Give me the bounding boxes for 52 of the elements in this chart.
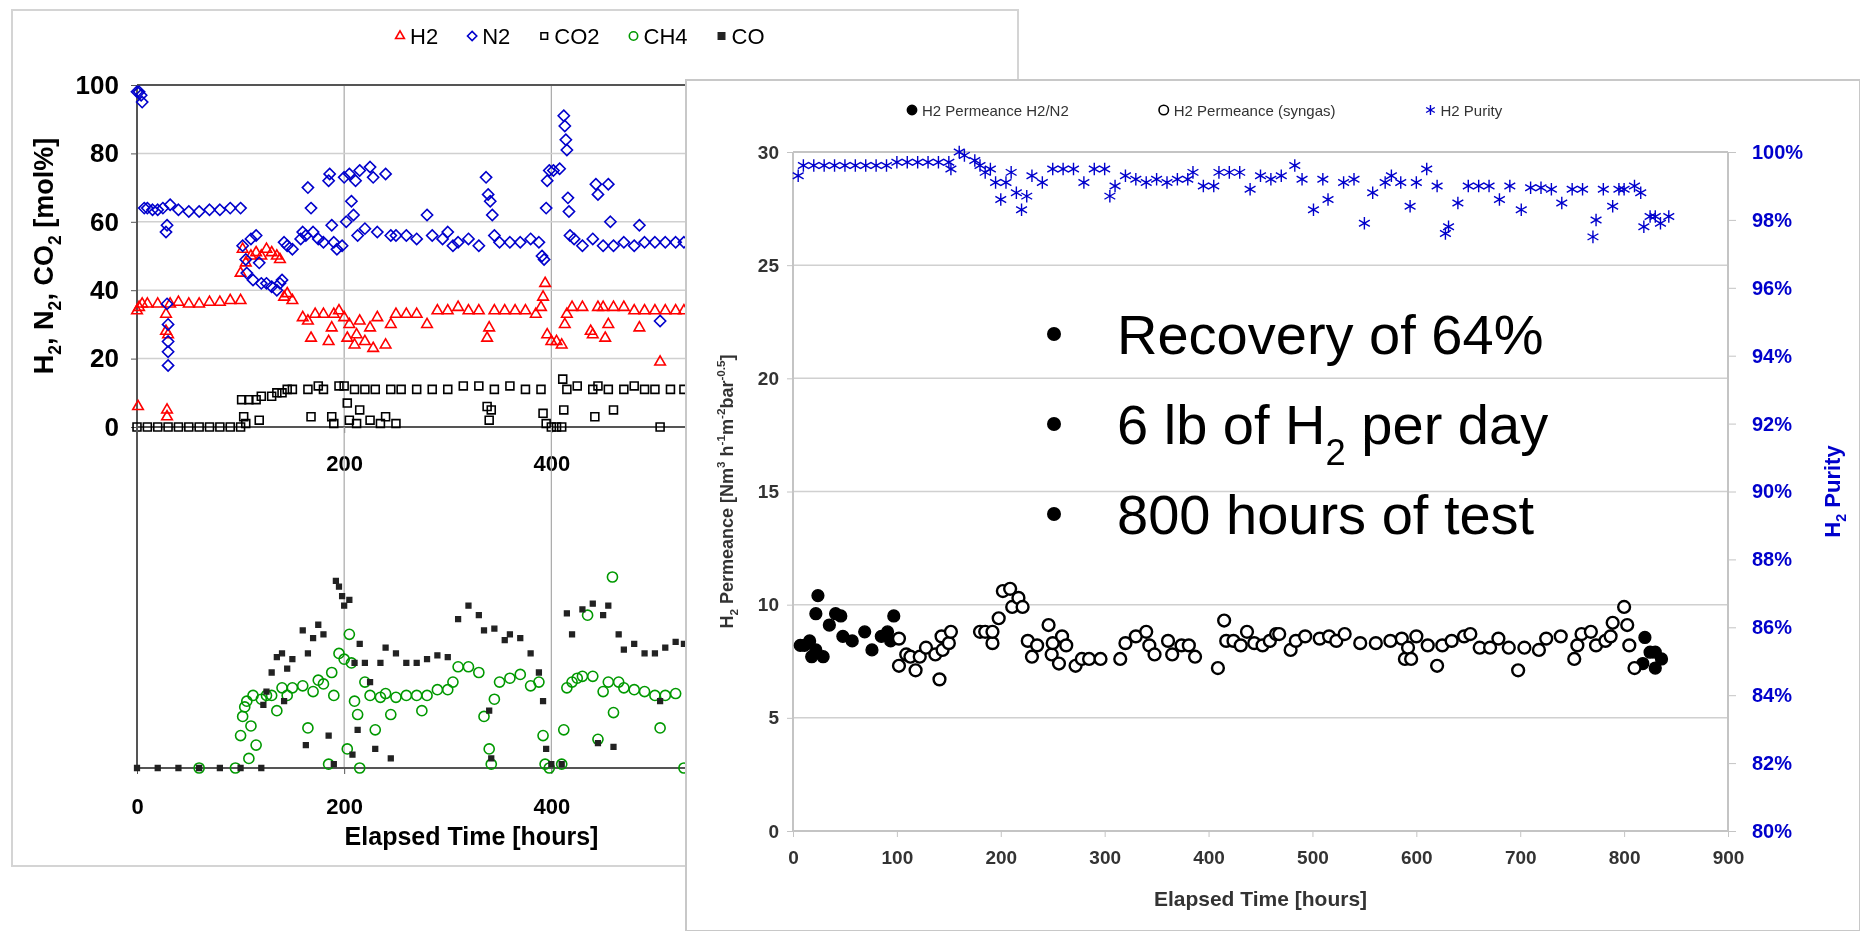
y2-tick-label: 94% [1752,344,1793,367]
y-tick-label: 100 [75,69,119,100]
x-tick-label: 300 [1089,847,1122,869]
y-tick-label: 30 [757,141,779,163]
x-tick-label: 700 [1504,847,1537,869]
x-tick-label: 100 [881,847,914,869]
x-tick-label: 0 [788,847,799,869]
y-tick-label: 5 [768,707,780,729]
x-axis-title: Elapsed Time [hours] [1153,887,1368,910]
y-tick-label: 20 [90,343,119,374]
x-tick-label: 400 [533,450,571,476]
y-tick-label: 0 [104,411,119,442]
y-tick-label: 15 [757,481,780,503]
x-tick-label: 400 [533,793,571,819]
y2-tick-label: 84% [1752,684,1793,707]
x-tick-label: 200 [326,793,364,819]
x-axis-title: Elapsed Time [hours] [344,822,599,850]
x-tick-label: 800 [1608,847,1641,869]
annotation: Recovery of 64% [1117,303,1544,366]
annotation: 800 hours of test [1117,483,1535,546]
y-tick-label: 20 [757,367,779,389]
y2-tick-label: 92% [1752,412,1793,435]
annotation: 6 lb of H$_{2}$ per day [1117,393,1549,473]
x-tick-label: 500 [1297,847,1329,869]
x-tick-label: 200 [326,450,364,476]
y-tick-label: 25 [757,254,780,276]
y2-tick-label: 98% [1752,208,1793,231]
legend-label: H2 Permeance H2/N2 [922,101,1069,119]
y2-tick-label: 86% [1752,616,1793,639]
y-tick-label: 80 [90,138,119,169]
y2-tick-label: 88% [1752,548,1793,571]
y-tick-label: 10 [757,594,779,616]
y2-tick-label: 90% [1752,480,1793,503]
y2-tick-label: 96% [1752,276,1793,299]
x-tick-label: 200 [985,847,1018,869]
legend-label: CH4 [643,23,688,49]
x-tick-label: 900 [1712,847,1745,869]
y2-tick-label: 82% [1752,752,1793,774]
x-tick-label: 400 [1193,847,1225,869]
legend-label: N2 [482,23,511,49]
legend-label: CO2 [554,23,600,49]
y-tick-label: 60 [90,206,119,237]
y2-tick-label: 80% [1752,819,1793,842]
x-tick-label: 600 [1400,847,1433,869]
legend-label: CO [731,23,765,49]
legend-label: H2 Permeance (syngas) [1173,101,1336,119]
y-tick-label: 0 [768,820,779,842]
legend-label: H2 Purity [1440,101,1503,119]
y2-tick-label: 100% [1752,140,1804,163]
x-tick-label: 0 [131,793,144,819]
y-tick-label: 40 [90,275,119,306]
legend-label: H2 [410,23,439,49]
